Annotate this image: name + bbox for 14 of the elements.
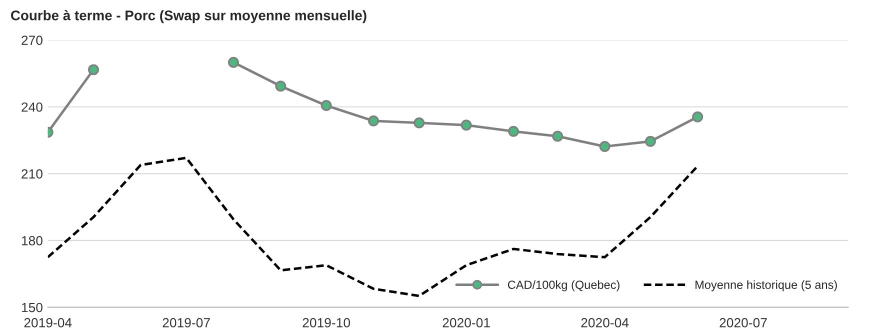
y-tick-label: 240 xyxy=(22,102,42,112)
x-tick-label: 2019-04 xyxy=(24,318,72,328)
x-tick-label: 2019-10 xyxy=(302,318,350,328)
y-tick-label: 270 xyxy=(22,36,42,45)
x-tick-label: 2020-04 xyxy=(581,318,629,328)
y-tick-label: 180 xyxy=(22,236,42,246)
legend-label: Moyenne historique (5 ans) xyxy=(696,280,837,292)
y-tick-label: 210 xyxy=(22,169,42,179)
x-tick-label: 2019-07 xyxy=(162,318,210,328)
x-tick-label: 2020-07 xyxy=(720,318,767,328)
y-tick-label: 150 xyxy=(22,302,42,312)
x-tick-label: 2020-01 xyxy=(442,318,490,328)
legend-label: CAD/100kg (Quebec) xyxy=(508,280,620,292)
chart-title: Courbe à terme - Porc (Swap sur moyenne mensuelle) xyxy=(11,10,366,24)
